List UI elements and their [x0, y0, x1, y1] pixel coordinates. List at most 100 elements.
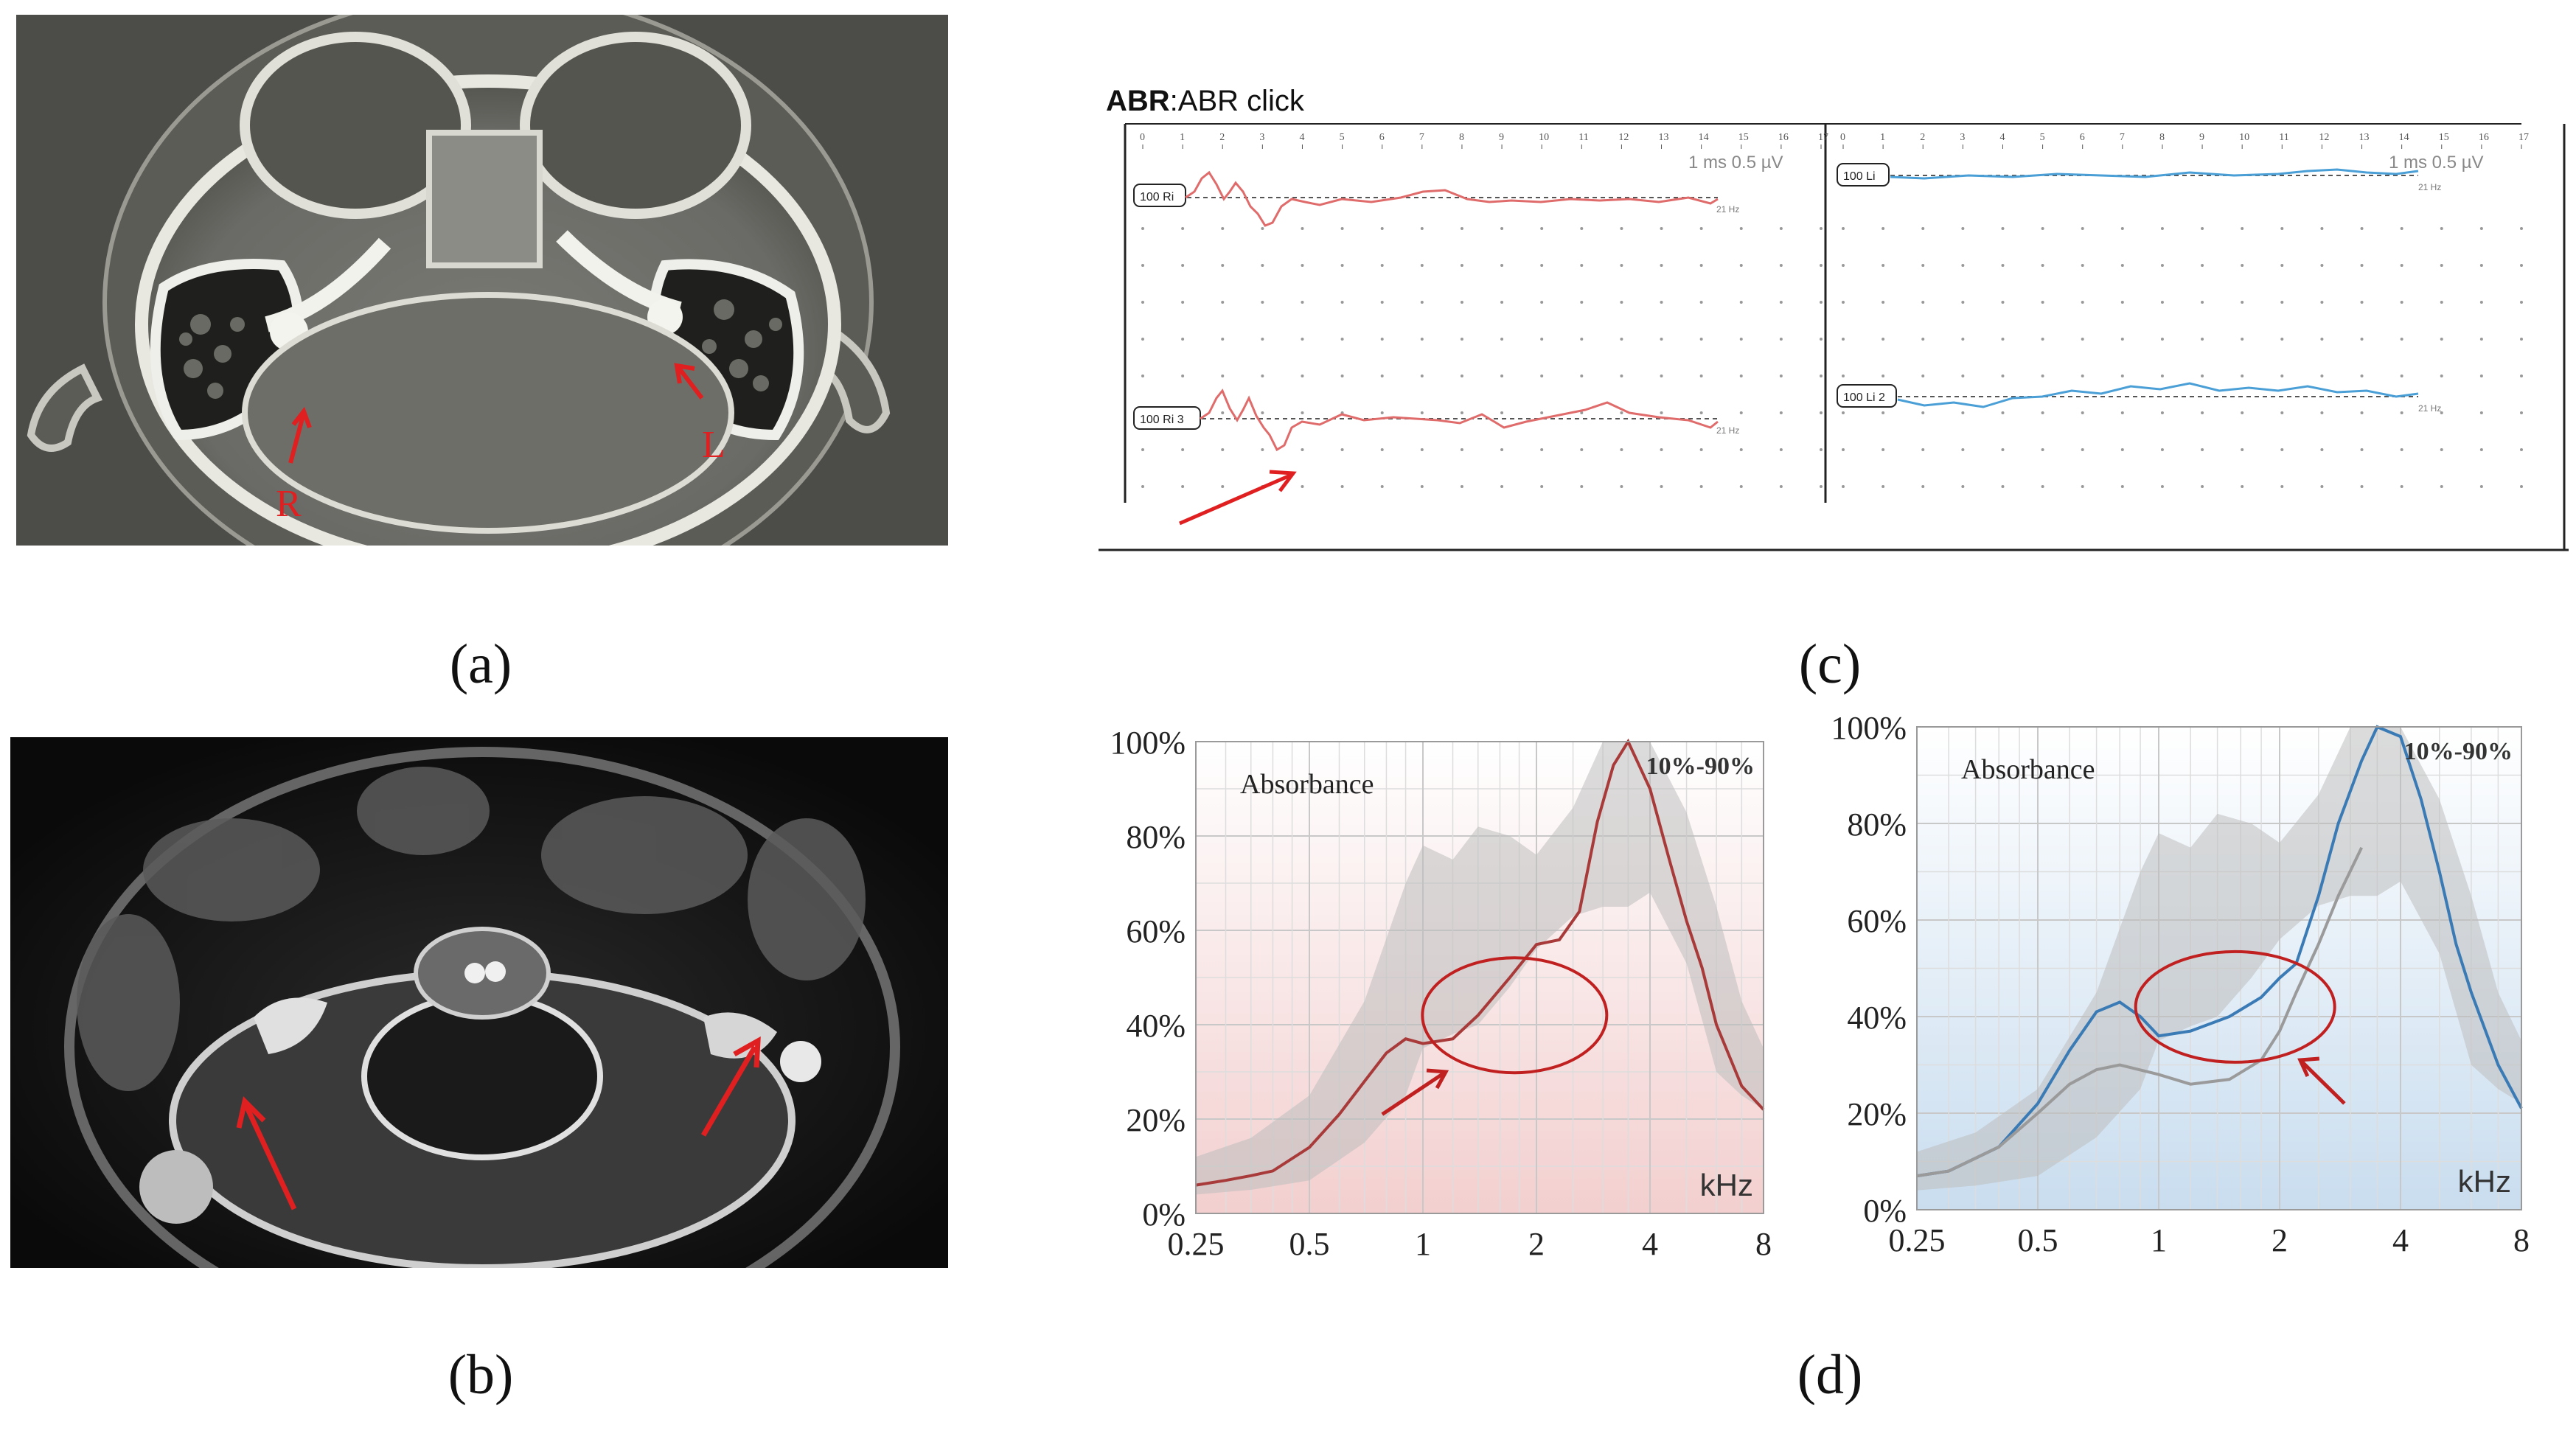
abr-panel: ABR:ABR click 0 1 2 3 4 5 6 7 8 9 10 11 12 13 14 15 16 17… — [1099, 81, 2569, 553]
x-tick-label: 0.25 — [1889, 1222, 1946, 1258]
label-left: L — [702, 424, 725, 466]
abr-ms-tick: 16 — [2479, 132, 2489, 143]
abr-ms-tick: 1 — [1880, 132, 1885, 143]
chart-title: Absorbance — [1240, 769, 1374, 800]
abr-ms-tick: 11 — [2279, 132, 2288, 143]
abr-ms-tick: 2 — [1219, 132, 1225, 143]
y-tick-label: 20% — [1847, 1096, 1907, 1132]
abr-marker-l1: 100 Li — [1843, 170, 1876, 183]
abr-title-bold: ABR — [1106, 85, 1170, 117]
abr-rate-3: 21 Hz — [2418, 182, 2441, 192]
absorbance-chart-2: 0% 20% 40% 60% 80% 100% 0.25 0.5 1 2 4 8 Absorbance 1… — [1806, 693, 2551, 1275]
label-right: R — [276, 483, 302, 525]
abr-rate-4: 21 Hz — [2418, 403, 2441, 414]
abr-ms-tick: 15 — [2439, 132, 2449, 143]
abr-marker-r1: 100 Ri — [1140, 191, 1174, 203]
ct-scan-image: R L — [16, 0, 948, 614]
abr-scale-right: 1 ms 0.5 µV — [2389, 153, 2484, 173]
abr-ms-tick: 15 — [1738, 132, 1749, 143]
x-tick-label: 1 — [2151, 1222, 2167, 1258]
abr-ms-tick: 0 — [1140, 132, 1145, 143]
caption-b: (b) — [448, 1344, 514, 1406]
x-tick-label: 4 — [2392, 1222, 2409, 1258]
abr-marker-r2: 100 Ri 3 — [1140, 414, 1184, 426]
abr-waveform-left-2 — [1897, 382, 2419, 408]
abr-ms-tick: 10 — [2239, 132, 2249, 143]
ct-scan-panel: R L — [16, 0, 948, 614]
abr-ms-tick: 2 — [1920, 132, 1925, 143]
x-tick-label: 0.5 — [2018, 1222, 2058, 1258]
abr-waveform-left-1 — [1890, 168, 2419, 180]
y-tick-label: 100% — [1831, 710, 1907, 746]
abr-ms-tick: 6 — [2080, 132, 2085, 143]
mri-image — [10, 737, 948, 1347]
x-tick-label: 8 — [2513, 1222, 2530, 1258]
x-tick-label: 2 — [1528, 1226, 1545, 1262]
abr-ms-tick: 13 — [1659, 132, 1669, 143]
abr-waveform-right-2 — [1200, 389, 1719, 452]
abr-ms-tick: 16 — [1778, 132, 1789, 143]
y-tick-label: 80% — [1126, 819, 1186, 855]
y-tick-label: 80% — [1847, 806, 1907, 843]
y-tick-label: 60% — [1126, 913, 1186, 950]
abr-ms-tick: 5 — [2040, 132, 2045, 143]
abr-ms-tick: 14 — [1699, 132, 1709, 143]
absorbance-chart-2-svg: 0% 20% 40% 60% 80% 100% 0.25 0.5 1 2 4 8 Absorbance 1… — [1831, 710, 2530, 1258]
y-tick-label: 60% — [1847, 903, 1907, 939]
abr-ms-tick: 1 — [1180, 132, 1185, 143]
abr-ms-tick: 12 — [1618, 132, 1629, 143]
normative-band — [1917, 727, 2521, 1191]
abr-ms-tick: 11 — [1578, 132, 1588, 143]
x-tick-label: 0.5 — [1289, 1226, 1330, 1262]
abr-ms-tick: 3 — [1259, 132, 1264, 143]
annotation-arrow — [1381, 1068, 1449, 1116]
abr-ms-tick: 10 — [1539, 132, 1549, 143]
y-tick-label: 40% — [1126, 1008, 1186, 1044]
y-tick-label: 0% — [1142, 1196, 1186, 1233]
abr-rate-1: 21 Hz — [1716, 204, 1739, 215]
abr-ms-tick: 17 — [1818, 132, 1828, 143]
x-tick-label: 1 — [1415, 1226, 1431, 1262]
abr-figure: ABR:ABR click 0 1 2 3 4 5 6 7 8 9 10 11 12 13 14 15 16 17… — [1099, 85, 2569, 551]
annotation-arrow — [2297, 1056, 2346, 1105]
caption-a: (a) — [449, 633, 512, 695]
abr-ms-tick: 8 — [2159, 132, 2165, 143]
mri-panel — [10, 737, 948, 1347]
y-tick-label: 40% — [1847, 1000, 1907, 1036]
abr-ms-tick: 4 — [1999, 132, 2005, 143]
x-tick-label: 8 — [1755, 1226, 1772, 1262]
range-label: 10%-90% — [2404, 738, 2513, 765]
x-axis-label: kHz — [2458, 1164, 2511, 1199]
annotation-ellipse — [2134, 950, 2336, 1064]
y-tick-label: 100% — [1110, 725, 1186, 761]
abr-ms-tick: 9 — [1499, 132, 1504, 143]
abr-ms-tick: 5 — [1340, 132, 1345, 143]
abr-ms-tick: 14 — [2399, 132, 2409, 143]
abr-ms-tick: 12 — [2319, 132, 2329, 143]
abr-scale-left: 1 ms 0.5 µV — [1688, 153, 1783, 173]
y-tick-label: 0% — [1863, 1193, 1907, 1229]
series-line-0 — [1916, 725, 2523, 1178]
normative-band — [1196, 742, 1764, 1195]
x-tick-label: 4 — [1642, 1226, 1658, 1262]
abr-ms-tick: 7 — [1419, 132, 1424, 143]
abr-title-rest: :ABR click — [1170, 85, 1305, 117]
abr-ms-tick: 7 — [2120, 132, 2125, 143]
x-tick-label: 2 — [2272, 1222, 2288, 1258]
range-label: 10%-90% — [1646, 753, 1755, 780]
abr-ms-tick: 13 — [2359, 132, 2370, 143]
caption-d: (d) — [1797, 1344, 1863, 1406]
chart-title: Absorbance — [1961, 754, 2095, 785]
abr-ms-tick: 3 — [1960, 132, 1965, 143]
abr-ms-tick: 9 — [2199, 132, 2204, 143]
annotation-ellipse — [1421, 956, 1609, 1075]
abr-rate-2: 21 Hz — [1716, 425, 1739, 436]
caption-c: (c) — [1798, 633, 1862, 695]
abr-ms-tick: 17 — [2518, 132, 2529, 143]
y-tick-label: 20% — [1126, 1102, 1186, 1138]
series-line-0 — [1195, 738, 1765, 1187]
abr-ms-tick: 0 — [1840, 132, 1845, 143]
abr-marker-l2: 100 Li 2 — [1843, 391, 1885, 404]
abr-ms-tick: 8 — [1459, 132, 1464, 143]
svg-text:ABR:ABR click: ABR:ABR click — [1106, 85, 1305, 117]
